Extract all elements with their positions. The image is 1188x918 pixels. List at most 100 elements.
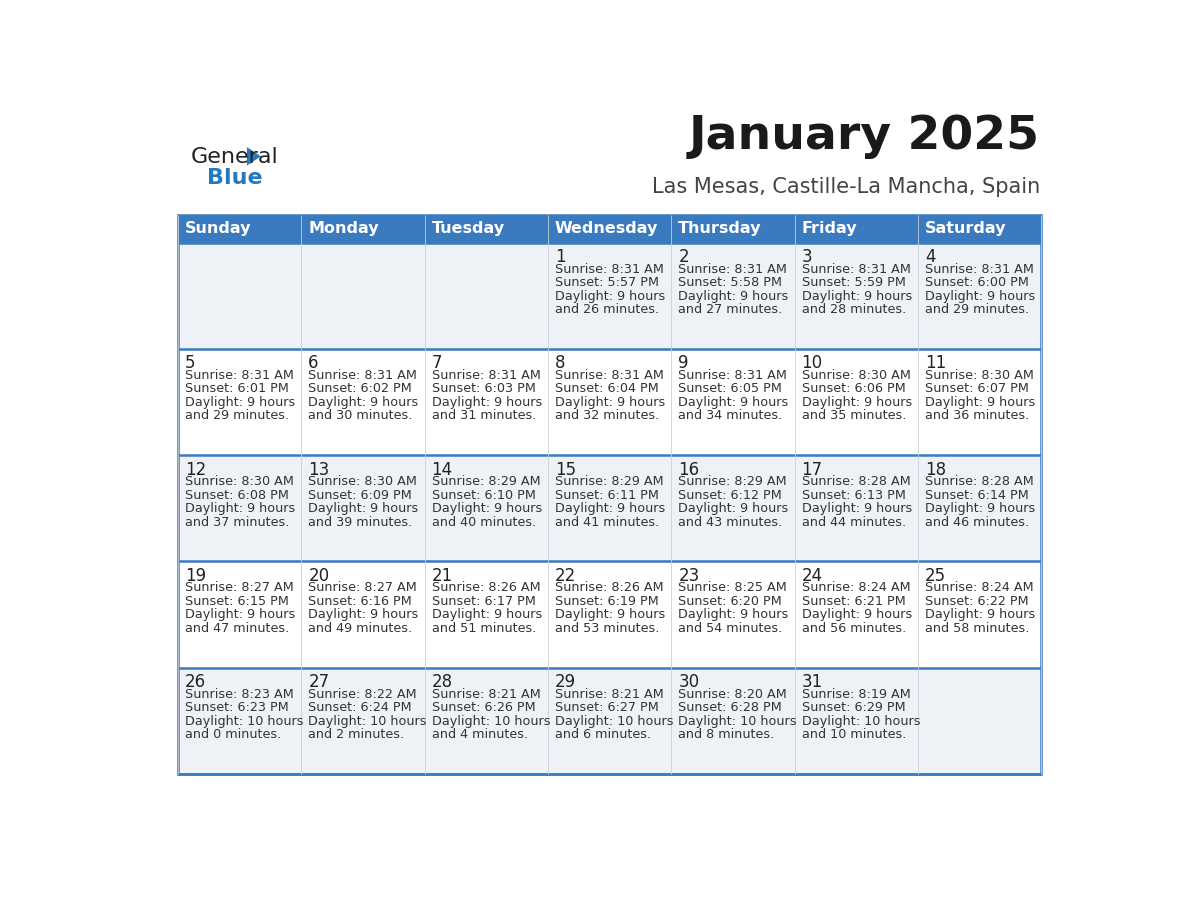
Text: Sunset: 6:07 PM: Sunset: 6:07 PM <box>925 383 1029 396</box>
Text: Sunrise: 8:31 AM: Sunrise: 8:31 AM <box>308 369 417 382</box>
Text: Sunset: 6:01 PM: Sunset: 6:01 PM <box>185 383 289 396</box>
Text: Sunset: 6:04 PM: Sunset: 6:04 PM <box>555 383 658 396</box>
Text: 26: 26 <box>185 673 206 691</box>
Text: 25: 25 <box>925 566 946 585</box>
Text: Daylight: 9 hours: Daylight: 9 hours <box>555 396 665 409</box>
Text: Daylight: 10 hours: Daylight: 10 hours <box>431 714 550 728</box>
Text: Sunrise: 8:30 AM: Sunrise: 8:30 AM <box>308 476 417 488</box>
Text: January 2025: January 2025 <box>689 114 1040 159</box>
Text: Friday: Friday <box>802 221 858 236</box>
Bar <box>918 215 1042 242</box>
Text: and 26 minutes.: and 26 minutes. <box>555 303 659 316</box>
Text: Daylight: 9 hours: Daylight: 9 hours <box>802 396 912 409</box>
Text: and 35 minutes.: and 35 minutes. <box>802 409 906 422</box>
Text: Sunrise: 8:23 AM: Sunrise: 8:23 AM <box>185 688 293 700</box>
Text: Daylight: 9 hours: Daylight: 9 hours <box>925 396 1035 409</box>
Text: 30: 30 <box>678 673 700 691</box>
Text: Sunrise: 8:31 AM: Sunrise: 8:31 AM <box>678 369 788 382</box>
Text: and 28 minutes.: and 28 minutes. <box>802 303 906 316</box>
Text: and 46 minutes.: and 46 minutes. <box>925 516 1029 529</box>
Bar <box>178 562 1042 667</box>
Text: Daylight: 9 hours: Daylight: 9 hours <box>555 502 665 515</box>
Text: Daylight: 10 hours: Daylight: 10 hours <box>555 714 674 728</box>
Polygon shape <box>247 147 261 165</box>
Text: Sunrise: 8:21 AM: Sunrise: 8:21 AM <box>431 688 541 700</box>
Text: and 29 minutes.: and 29 minutes. <box>925 303 1029 316</box>
Text: Daylight: 9 hours: Daylight: 9 hours <box>185 609 295 621</box>
Text: and 27 minutes.: and 27 minutes. <box>678 303 783 316</box>
Text: Sunset: 6:16 PM: Sunset: 6:16 PM <box>308 595 412 608</box>
Text: 23: 23 <box>678 566 700 585</box>
Text: Sunset: 6:22 PM: Sunset: 6:22 PM <box>925 595 1029 608</box>
Text: Sunset: 6:12 PM: Sunset: 6:12 PM <box>678 488 782 501</box>
Text: Daylight: 9 hours: Daylight: 9 hours <box>185 502 295 515</box>
Text: Sunset: 6:29 PM: Sunset: 6:29 PM <box>802 701 905 714</box>
Text: 11: 11 <box>925 354 946 373</box>
Text: 28: 28 <box>431 673 453 691</box>
Text: and 6 minutes.: and 6 minutes. <box>555 728 651 741</box>
Text: Daylight: 9 hours: Daylight: 9 hours <box>802 502 912 515</box>
Text: and 54 minutes.: and 54 minutes. <box>678 621 783 635</box>
Text: Sunset: 6:19 PM: Sunset: 6:19 PM <box>555 595 658 608</box>
Text: and 47 minutes.: and 47 minutes. <box>185 621 289 635</box>
Text: 5: 5 <box>185 354 195 373</box>
Text: Daylight: 9 hours: Daylight: 9 hours <box>678 609 789 621</box>
Text: Sunset: 6:21 PM: Sunset: 6:21 PM <box>802 595 905 608</box>
Text: Daylight: 9 hours: Daylight: 9 hours <box>185 396 295 409</box>
Text: and 44 minutes.: and 44 minutes. <box>802 516 905 529</box>
Text: Daylight: 9 hours: Daylight: 9 hours <box>431 396 542 409</box>
Text: 20: 20 <box>308 566 329 585</box>
Text: 13: 13 <box>308 461 329 478</box>
Text: and 34 minutes.: and 34 minutes. <box>678 409 783 422</box>
Text: Sunday: Sunday <box>185 221 252 236</box>
Text: Daylight: 9 hours: Daylight: 9 hours <box>925 609 1035 621</box>
Text: Daylight: 9 hours: Daylight: 9 hours <box>925 502 1035 515</box>
Text: and 4 minutes.: and 4 minutes. <box>431 728 527 741</box>
Text: 15: 15 <box>555 461 576 478</box>
Text: Sunrise: 8:27 AM: Sunrise: 8:27 AM <box>185 581 293 594</box>
Text: Daylight: 9 hours: Daylight: 9 hours <box>678 396 789 409</box>
Bar <box>424 215 548 242</box>
Text: and 29 minutes.: and 29 minutes. <box>185 409 289 422</box>
Text: Tuesday: Tuesday <box>431 221 505 236</box>
Text: Daylight: 10 hours: Daylight: 10 hours <box>185 714 303 728</box>
Text: Sunset: 6:08 PM: Sunset: 6:08 PM <box>185 488 289 501</box>
Text: Blue: Blue <box>207 168 263 188</box>
Text: Sunrise: 8:31 AM: Sunrise: 8:31 AM <box>431 369 541 382</box>
Text: and 39 minutes.: and 39 minutes. <box>308 516 412 529</box>
Text: Sunset: 6:05 PM: Sunset: 6:05 PM <box>678 383 782 396</box>
Text: Sunrise: 8:26 AM: Sunrise: 8:26 AM <box>555 581 664 594</box>
Text: Sunset: 6:24 PM: Sunset: 6:24 PM <box>308 701 412 714</box>
Text: Sunset: 6:09 PM: Sunset: 6:09 PM <box>308 488 412 501</box>
Text: Sunrise: 8:19 AM: Sunrise: 8:19 AM <box>802 688 910 700</box>
Text: 16: 16 <box>678 461 700 478</box>
Text: and 8 minutes.: and 8 minutes. <box>678 728 775 741</box>
Text: 4: 4 <box>925 248 935 266</box>
Text: and 40 minutes.: and 40 minutes. <box>431 516 536 529</box>
Text: Sunrise: 8:24 AM: Sunrise: 8:24 AM <box>802 581 910 594</box>
Bar <box>178 667 1042 774</box>
Text: Daylight: 9 hours: Daylight: 9 hours <box>308 502 418 515</box>
Text: Sunset: 6:26 PM: Sunset: 6:26 PM <box>431 701 536 714</box>
Text: Daylight: 9 hours: Daylight: 9 hours <box>555 289 665 303</box>
Bar <box>671 215 795 242</box>
Text: 1: 1 <box>555 248 565 266</box>
Text: Sunset: 6:11 PM: Sunset: 6:11 PM <box>555 488 659 501</box>
Text: General: General <box>191 147 279 167</box>
Text: Sunset: 6:28 PM: Sunset: 6:28 PM <box>678 701 782 714</box>
Text: Sunset: 5:57 PM: Sunset: 5:57 PM <box>555 276 659 289</box>
Bar <box>302 215 424 242</box>
Text: Sunrise: 8:31 AM: Sunrise: 8:31 AM <box>185 369 293 382</box>
Text: 21: 21 <box>431 566 453 585</box>
Text: 17: 17 <box>802 461 823 478</box>
Text: Sunrise: 8:28 AM: Sunrise: 8:28 AM <box>925 476 1034 488</box>
Bar <box>178 215 1042 774</box>
Text: and 56 minutes.: and 56 minutes. <box>802 621 906 635</box>
Bar <box>178 242 1042 349</box>
Text: and 58 minutes.: and 58 minutes. <box>925 621 1029 635</box>
Text: Sunrise: 8:31 AM: Sunrise: 8:31 AM <box>802 263 910 275</box>
Text: 31: 31 <box>802 673 823 691</box>
Text: Daylight: 9 hours: Daylight: 9 hours <box>678 502 789 515</box>
Text: 19: 19 <box>185 566 206 585</box>
Text: Daylight: 9 hours: Daylight: 9 hours <box>308 609 418 621</box>
